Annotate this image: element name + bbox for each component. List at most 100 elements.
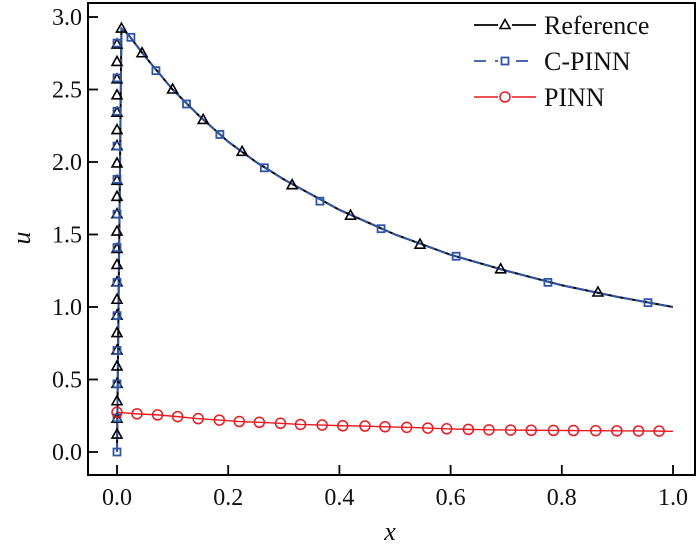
reference-marker <box>110 427 124 439</box>
plot-frame <box>87 2 696 476</box>
pinn-marker <box>567 424 580 437</box>
reference-marker <box>110 122 124 135</box>
pinn-marker <box>151 409 164 421</box>
c-pinn-marker <box>126 32 136 42</box>
pinn-marker <box>253 416 266 429</box>
c-pinn-marker <box>112 141 122 151</box>
pinn-marker <box>400 421 413 434</box>
legend-item-c-pinn: C-PINN <box>474 47 631 76</box>
reference-marker <box>135 46 149 58</box>
reference-marker <box>110 156 124 168</box>
reference-marker <box>235 144 249 157</box>
c-pinn-marker <box>112 277 122 287</box>
c-pinn-marker <box>182 99 191 109</box>
reference-marker <box>591 285 605 297</box>
c-pinn-marker <box>112 447 122 457</box>
y-tick-label: 1.0 <box>52 295 82 321</box>
c-pinn-marker <box>543 277 553 287</box>
reference-marker <box>285 178 299 190</box>
pinn-marker <box>589 424 602 437</box>
reference-marker <box>115 21 128 33</box>
pinn-marker <box>440 423 453 435</box>
pinn-marker <box>111 406 123 419</box>
pinn-marker <box>632 425 645 437</box>
legend-marker-circle-icon <box>499 91 511 103</box>
c-pinn-line <box>116 26 674 453</box>
y-tick-label: 0.5 <box>52 368 82 394</box>
pinn-marker <box>483 424 495 436</box>
plot-markers <box>110 21 665 457</box>
pinn-marker <box>653 425 665 437</box>
reference-marker <box>413 237 427 249</box>
c-pinn-marker <box>112 379 122 389</box>
reference-marker <box>110 224 124 236</box>
x-tick-label: 0.0 <box>102 485 132 511</box>
c-pinn-marker <box>376 224 386 234</box>
c-pinn-marker <box>451 251 461 261</box>
y-tick-label: 2.0 <box>52 150 82 176</box>
legend: Reference C-PINN PINN <box>474 11 649 112</box>
legend-item-pinn: PINN <box>474 83 605 112</box>
pinn-marker <box>171 410 184 423</box>
pinn-marker <box>192 412 204 425</box>
x-axis-label: x <box>383 517 396 546</box>
reference-marker <box>110 292 124 305</box>
pinn-marker <box>379 421 391 433</box>
c-pinn-marker <box>112 73 122 83</box>
y-tick-label: 1.5 <box>52 223 82 249</box>
reference-marker <box>110 241 124 254</box>
reference-marker <box>110 394 124 406</box>
reference-marker <box>344 208 357 220</box>
y-tick-label: 3.0 <box>52 5 82 31</box>
pinn-marker <box>547 424 560 437</box>
reference-marker <box>110 88 124 100</box>
x-tick-label: 1.0 <box>658 485 688 511</box>
plot-lines <box>116 26 674 453</box>
c-pinn-marker <box>112 413 122 423</box>
reference-marker <box>166 82 179 94</box>
x-tick-label: 0.4 <box>324 485 354 511</box>
x-tick-label: 0.8 <box>547 485 577 511</box>
reference-marker <box>110 37 124 49</box>
pinn-marker <box>525 424 537 436</box>
reference-marker <box>110 105 124 117</box>
pinn-marker <box>316 419 328 431</box>
pinn-marker <box>504 424 517 436</box>
pinn-marker <box>274 417 287 430</box>
x-axis: 0.0 0.2 0.4 0.6 0.8 1.0 <box>102 465 688 511</box>
y-axis-label: u <box>7 232 36 245</box>
c-pinn-marker <box>259 163 269 173</box>
legend-label: C-PINN <box>544 47 631 76</box>
y-tick-label: 2.5 <box>52 78 82 104</box>
reference-marker <box>110 189 124 202</box>
pinn-marker <box>213 414 226 426</box>
pinn-marker <box>422 422 434 434</box>
legend-marker-bg <box>498 54 512 68</box>
c-pinn-marker <box>112 346 122 355</box>
reference-marker <box>110 72 124 84</box>
reference-marker <box>494 262 507 274</box>
pinn-marker <box>359 420 371 432</box>
legend-marker-square-icon <box>500 56 510 66</box>
y-axis: 0.0 0.5 1.0 1.5 2.0 2.5 3.0 <box>52 5 98 466</box>
c-pinn-marker <box>112 209 122 219</box>
c-pinn-marker <box>315 196 325 206</box>
reference-marker <box>196 112 210 125</box>
reference-marker <box>110 325 124 338</box>
c-pinn-marker <box>215 130 225 139</box>
pinn-marker <box>611 425 623 437</box>
reference-marker <box>110 173 124 186</box>
c-pinn-marker <box>112 38 122 48</box>
c-pinn-marker <box>112 106 122 116</box>
c-pinn-marker <box>112 243 122 252</box>
reference-marker <box>110 54 124 67</box>
x-tick-label: 0.6 <box>436 485 466 511</box>
pinn-line <box>116 411 674 432</box>
legend-marker-triangle-icon <box>498 17 512 30</box>
legend-label: Reference <box>544 11 649 40</box>
c-pinn-marker <box>643 298 653 308</box>
reference-marker <box>110 257 124 270</box>
pinn-marker <box>294 418 307 431</box>
legend-label: PINN <box>544 83 605 112</box>
